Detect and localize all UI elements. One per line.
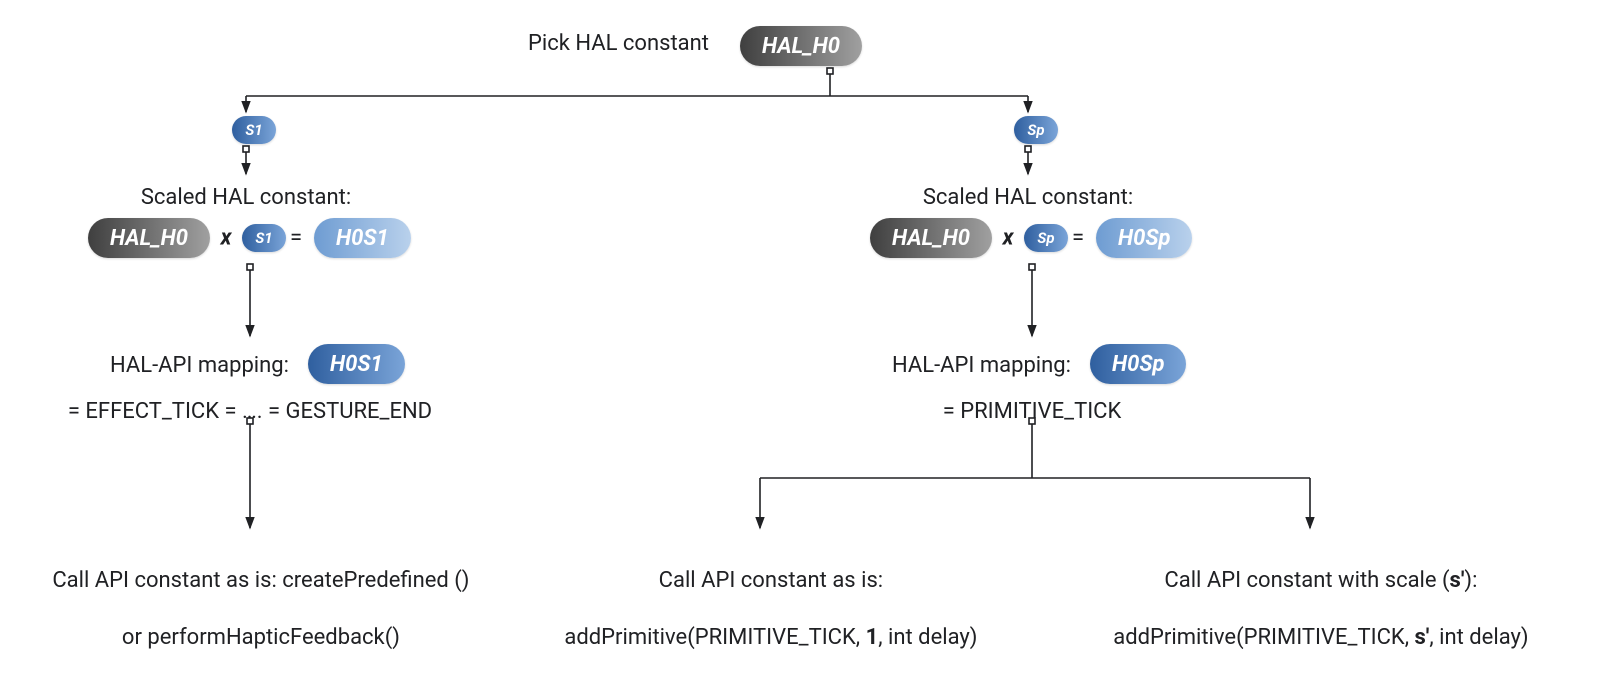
leaf-mid-line2-bold: 1 — [866, 625, 879, 650]
leaf-mid-line1: Call API constant as is: — [659, 568, 883, 593]
leaf-right: Call API constant with scale (s'): addPr… — [1091, 538, 1528, 681]
mapping-label-left: HAL-API mapping: — [110, 352, 289, 381]
root-pill: HAL_H0 — [740, 26, 862, 66]
leaf-right-line1-pre: Call API constant with scale ( — [1164, 568, 1449, 593]
edge-mapL-leaf — [247, 418, 253, 528]
edge-root-down — [827, 68, 833, 96]
scaled-right-scale-pill: Sp — [1024, 224, 1068, 252]
root-label: Pick HAL constant — [528, 30, 709, 59]
branch-sp-pill: Sp — [1014, 116, 1058, 144]
mapping-left-pill: H0S1 — [308, 344, 405, 384]
branch-s1-pill: S1 — [232, 116, 276, 144]
leaf-right-line1-bold: s' — [1450, 568, 1465, 593]
scaled-left-hal-pill: HAL_H0 — [88, 218, 210, 258]
leaf-mid-line2-pre: addPrimitive(PRIMITIVE_TICK, — [564, 625, 865, 650]
times-op-left: x — [221, 226, 232, 251]
mapping-right-line2: = PRIMITIVE_TICK — [943, 398, 1122, 427]
scaled-title-right: Scaled HAL constant: — [923, 184, 1133, 213]
scaled-title-left: Scaled HAL constant: — [141, 184, 351, 213]
leaf-left-line2: or performHapticFeedback() — [122, 625, 400, 650]
mapping-right-pill: H0Sp — [1090, 344, 1186, 384]
edge-mapR-down — [1029, 418, 1035, 478]
edges-layer — [0, 0, 1600, 625]
scaled-left-result-pill: H0S1 — [314, 218, 411, 258]
equals-right: = — [1072, 226, 1084, 251]
equals-left: = — [290, 226, 302, 251]
times-op-right: x — [1003, 226, 1014, 251]
edge-sp-scaled — [1025, 146, 1031, 174]
leaf-right-line2-post: , int delay) — [1429, 625, 1528, 650]
scaled-right-hal-pill: HAL_H0 — [870, 218, 992, 258]
leaf-right-line2-pre: addPrimitive(PRIMITIVE_TICK, — [1113, 625, 1414, 650]
leaf-left-line1: Call API constant as is: createPredefine… — [52, 568, 469, 593]
leaf-mid-line2-post: , int delay) — [878, 625, 977, 650]
leaf-left: Call API constant as is: createPredefine… — [31, 538, 470, 681]
leaf-right-line1-post: ): — [1464, 568, 1477, 593]
diagram-canvas: Pick HAL constant HAL_H0 S1 Sp Scaled HA… — [0, 0, 1600, 625]
scaled-right-result-pill: H0Sp — [1096, 218, 1192, 258]
mapping-label-right: HAL-API mapping: — [892, 352, 1071, 381]
edge-s1-scaled — [243, 146, 249, 174]
mapping-left-line2: = EFFECT_TICK = …. = GESTURE_END — [68, 398, 432, 427]
leaf-right-line2-bold: s' — [1414, 625, 1429, 650]
edge-scaledL-map — [247, 264, 253, 336]
scaled-left-scale-pill: S1 — [242, 224, 286, 252]
edge-scaledR-map — [1029, 264, 1035, 336]
leaf-mid: Call API constant as is: addPrimitive(PR… — [543, 538, 978, 681]
